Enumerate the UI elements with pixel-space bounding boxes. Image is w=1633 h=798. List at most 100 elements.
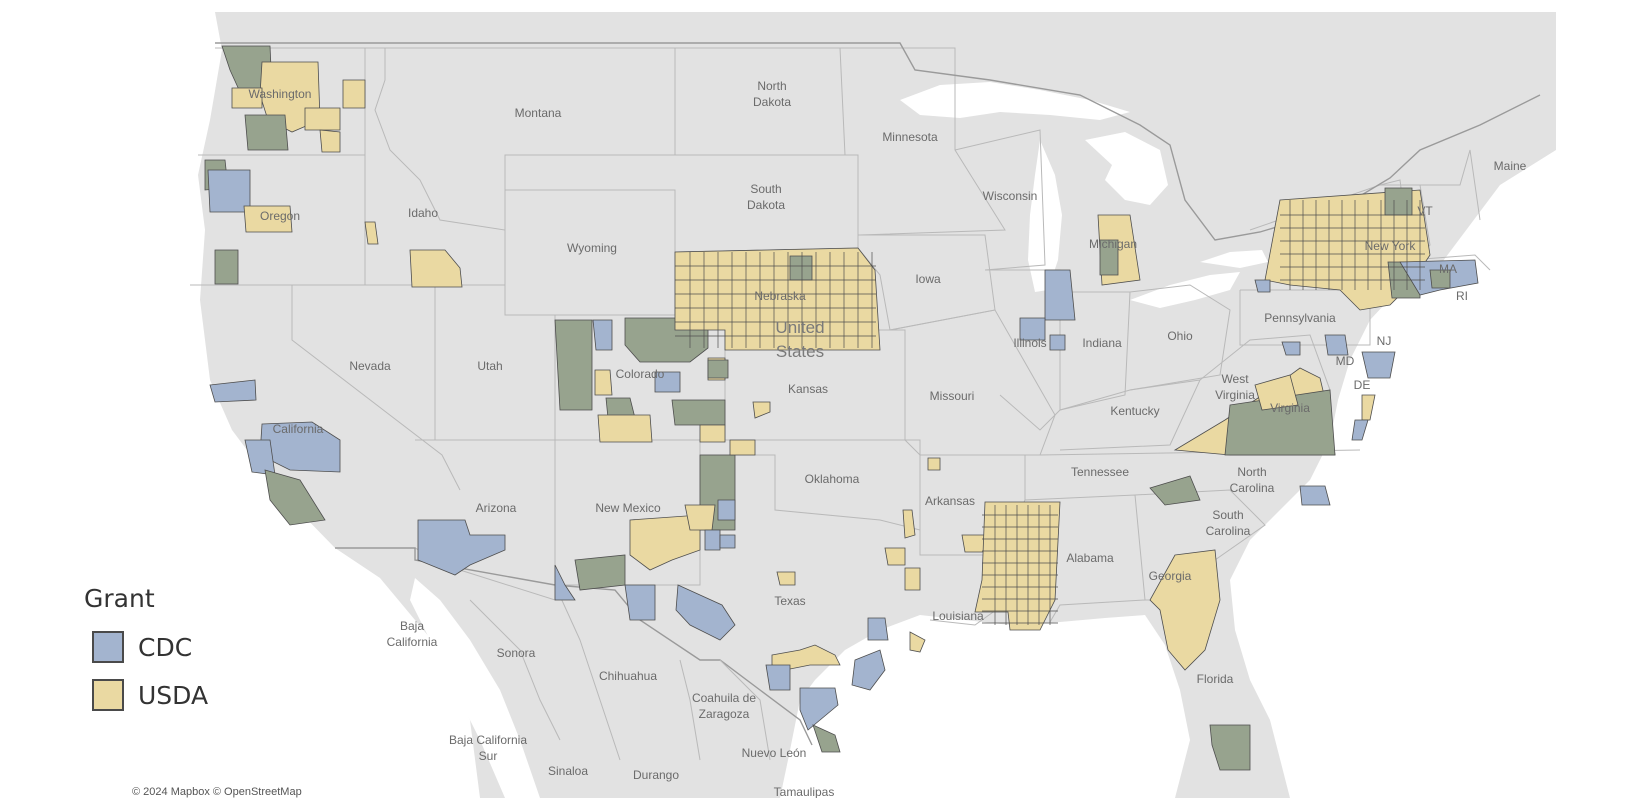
county-region[interactable] — [671, 399, 726, 426]
county-region[interactable] — [1429, 269, 1451, 289]
legend-item-usda[interactable]: USDA — [84, 671, 254, 719]
label-illinois: Illinois — [1013, 336, 1046, 350]
county-region[interactable] — [717, 499, 736, 521]
county-region[interactable] — [342, 79, 366, 109]
county-region[interactable] — [1361, 394, 1376, 421]
county-region[interactable] — [902, 509, 916, 539]
county-region[interactable] — [574, 554, 626, 591]
county-region[interactable] — [1351, 419, 1369, 441]
label-nj: NJ — [1377, 334, 1392, 348]
county-region[interactable] — [752, 401, 771, 419]
county-region[interactable] — [884, 547, 906, 566]
county-region[interactable] — [851, 649, 886, 691]
county-region[interactable] — [1019, 317, 1046, 341]
county-region[interactable] — [1099, 239, 1119, 276]
label-coahuila-2: Zaragoza — [699, 707, 750, 721]
county-region[interactable] — [214, 249, 239, 285]
county-region[interactable] — [1281, 341, 1301, 356]
county-region[interactable] — [799, 687, 839, 731]
map-attribution[interactable]: © 2024 Mapbox © OpenStreetMap — [132, 786, 302, 798]
county-region[interactable] — [304, 107, 341, 131]
county-region[interactable] — [319, 129, 341, 153]
label-west-virginia-2: Virginia — [1215, 388, 1255, 402]
label-oklahoma: Oklahoma — [805, 472, 860, 486]
gulf-of-california — [410, 578, 540, 798]
county-region[interactable] — [789, 255, 813, 281]
county-region[interactable] — [1254, 374, 1299, 411]
county-region[interactable] — [597, 414, 653, 443]
label-north-dakota-2: Dakota — [753, 95, 791, 109]
county-region[interactable] — [409, 249, 463, 288]
county-region[interactable] — [904, 567, 921, 591]
county-region[interactable] — [243, 205, 293, 233]
label-kansas: Kansas — [788, 382, 828, 396]
label-arkansas: Arkansas — [925, 494, 975, 508]
label-california: California — [273, 422, 324, 436]
county-region[interactable] — [1324, 334, 1349, 356]
legend-item-cdc[interactable]: CDC — [84, 623, 254, 671]
label-iowa: Iowa — [915, 272, 941, 286]
label-coahuila-1: Coahuila de — [692, 691, 756, 705]
county-region[interactable] — [1149, 475, 1201, 506]
county-region[interactable] — [704, 529, 721, 551]
county-region[interactable] — [594, 369, 613, 396]
county-region[interactable] — [554, 564, 576, 601]
grant-counties[interactable] — [204, 45, 1479, 771]
county-region[interactable] — [1209, 724, 1251, 771]
county-region[interactable] — [364, 221, 379, 245]
county-region[interactable] — [729, 439, 756, 456]
county-region[interactable] — [1044, 269, 1076, 321]
county-region[interactable] — [1224, 389, 1336, 456]
county-region[interactable] — [909, 631, 926, 653]
county-region[interactable] — [264, 469, 326, 526]
county-region[interactable] — [417, 519, 506, 576]
county-region[interactable] — [1254, 279, 1271, 293]
label-sinaloa: Sinaloa — [548, 764, 588, 778]
label-tamaulipas: Tamaulipas — [774, 785, 835, 798]
mexico-borders — [469, 584, 771, 761]
county-region[interactable] — [684, 504, 716, 531]
label-baja-california-sur-1: Baja California — [449, 733, 527, 747]
label-baja-california-1: Baja — [400, 619, 424, 633]
county-region[interactable] — [1384, 187, 1413, 216]
pacific-ocean — [132, 12, 480, 798]
label-pennsylvania: Pennsylvania — [1264, 311, 1336, 325]
label-baja-california-sur-2: Sur — [479, 749, 498, 763]
label-ri: RI — [1456, 289, 1468, 303]
county-region[interactable] — [592, 319, 613, 351]
label-washington: Washington — [249, 87, 312, 101]
county-region[interactable] — [1299, 485, 1331, 506]
label-oregon: Oregon — [260, 209, 300, 223]
label-nebraska: Nebraska — [754, 289, 806, 303]
county-region[interactable] — [707, 359, 729, 379]
label-south-carolina-1: South — [1212, 508, 1243, 522]
county-region[interactable] — [699, 424, 726, 443]
county-region[interactable] — [1049, 334, 1066, 351]
county-region[interactable] — [927, 457, 941, 471]
county-region[interactable] — [244, 114, 289, 151]
county-region[interactable] — [654, 371, 681, 393]
label-chihuahua: Chihuahua — [599, 669, 657, 683]
label-virginia: Virginia — [1270, 401, 1310, 415]
county-region[interactable] — [1149, 549, 1221, 671]
county-region[interactable] — [812, 724, 841, 753]
county-region[interactable] — [1361, 351, 1396, 379]
county-region[interactable] — [675, 584, 736, 641]
county-region[interactable] — [719, 534, 736, 549]
county-region[interactable] — [554, 319, 593, 411]
county-region[interactable] — [867, 617, 889, 641]
label-north-carolina-2: Carolina — [1230, 481, 1275, 495]
label-idaho: Idaho — [408, 206, 438, 220]
county-region[interactable] — [765, 664, 791, 691]
county-region[interactable] — [231, 87, 263, 109]
county-region[interactable] — [776, 571, 796, 586]
county-region[interactable] — [961, 534, 986, 553]
legend-label-cdc: CDC — [138, 632, 193, 662]
county-region[interactable] — [674, 247, 881, 351]
county-region[interactable] — [624, 584, 656, 621]
label-sonora: Sonora — [497, 646, 536, 660]
label-colorado: Colorado — [616, 367, 665, 381]
legend-swatch-cdc — [92, 631, 124, 663]
county-region[interactable] — [209, 379, 257, 403]
